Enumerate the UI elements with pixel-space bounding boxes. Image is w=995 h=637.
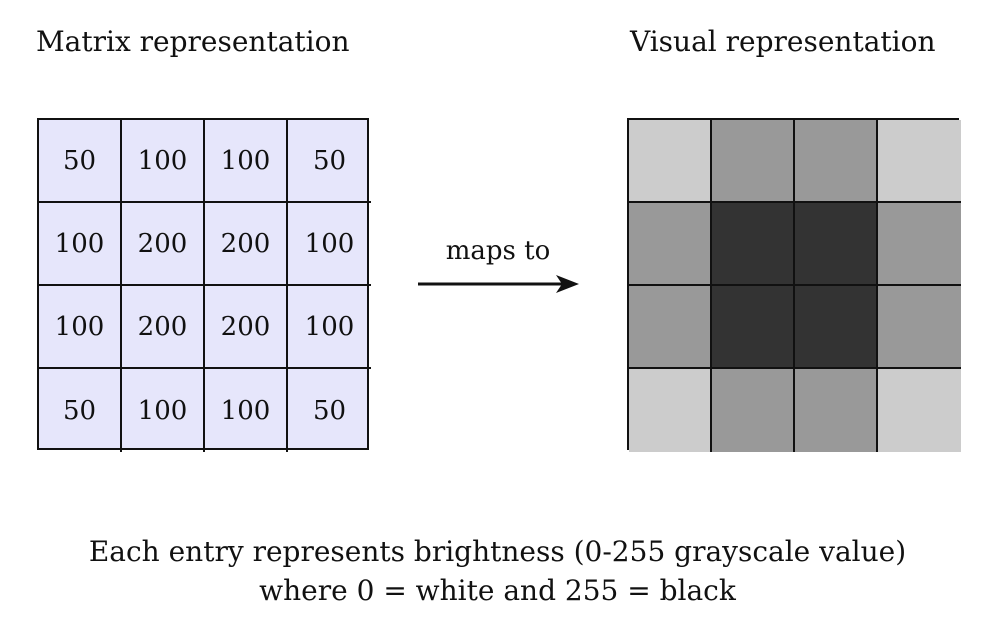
matrix-cell: 50: [39, 120, 122, 203]
visual-cell: [878, 120, 961, 203]
matrix-cell: 200: [205, 286, 288, 369]
visual-cell: [712, 286, 795, 369]
matrix-cell: 100: [122, 369, 205, 452]
visual-cell: [878, 286, 961, 369]
visual-cell: [712, 203, 795, 286]
matrix-title: Matrix representation: [36, 25, 350, 58]
caption-line-1: Each entry represents brightness (0-255 …: [88, 535, 907, 568]
visual-cell: [629, 203, 712, 286]
visual-cell: [629, 369, 712, 452]
matrix-cell: 100: [205, 120, 288, 203]
visual-cell: [629, 286, 712, 369]
visual-cell: [795, 203, 878, 286]
matrix-cell: 50: [288, 120, 371, 203]
matrix-cell: 100: [122, 120, 205, 203]
matrix-cell: 200: [122, 286, 205, 369]
matrix-cell: 200: [122, 203, 205, 286]
caption-line-2: where 0 = white and 255 = black: [259, 574, 736, 607]
visual-cell: [795, 120, 878, 203]
matrix-cell: 100: [39, 286, 122, 369]
arrow-label: maps to: [445, 236, 551, 266]
visual-cell: [878, 369, 961, 452]
visual-cell: [712, 120, 795, 203]
right-arrow-icon: [418, 275, 579, 293]
matrix-cell: 50: [312, 395, 347, 426]
matrix-cell: 200: [205, 203, 288, 286]
visual-cell: [795, 286, 878, 369]
visual-grid: [627, 118, 961, 452]
visual-cell: [878, 203, 961, 286]
matrix-cell: 100: [288, 286, 371, 369]
visual-cell: [795, 369, 878, 452]
matrix-cell: 50: [39, 369, 122, 452]
matrix-cell: 100: [39, 203, 122, 286]
visual-cell: [712, 369, 795, 452]
matrix-cell: 100: [288, 203, 371, 286]
matrix-grid: 50 100 100 50 100 200 200 100 100 200 20…: [37, 118, 371, 452]
visual-cell: [629, 120, 712, 203]
matrix-cell: 100: [205, 369, 288, 452]
visual-title: Visual representation: [630, 25, 936, 58]
